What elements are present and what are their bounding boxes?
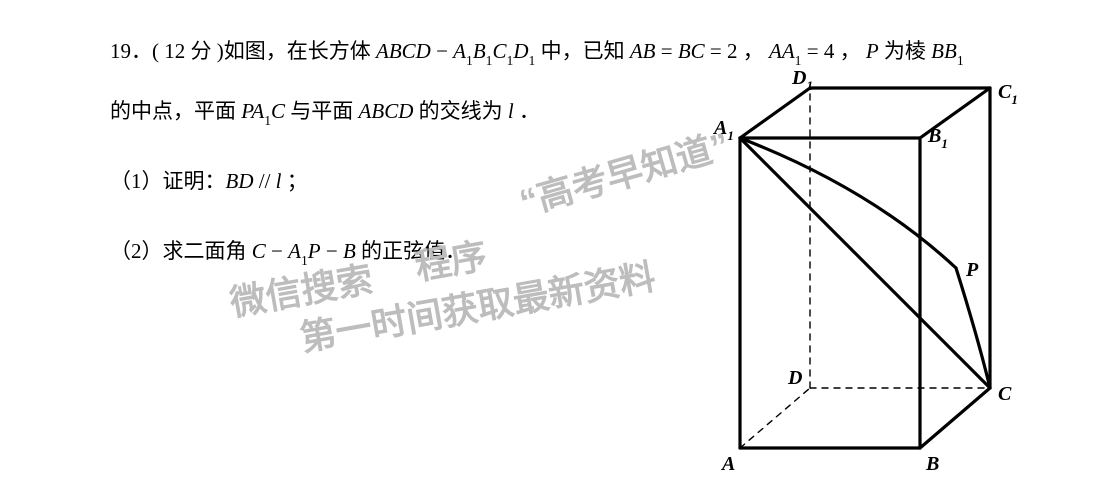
part2-label: （2）求二面角 [110,239,252,263]
eq-sign-1: = [655,39,677,63]
parallel-symbol: // [254,169,276,193]
plane1-A: A [251,99,264,123]
svg-text:D: D [787,367,802,389]
svg-text:B1: B1 [927,125,948,151]
svg-text:C1: C1 [998,81,1018,107]
sub-bb1: 1 [957,53,964,68]
problem-part-2: （2）求二面角 C − A1P − B 的正弦值． [110,238,466,268]
line2-text-c: 的交线为 [413,99,508,123]
svg-text:A: A [720,453,735,475]
part1-end: ； [282,169,308,193]
line1-text-b: 中，已知 [535,39,630,63]
cuboid-D1: D [513,39,528,63]
points-open: ．( [131,39,164,63]
comma-2: ， [834,39,866,63]
line1-text-d: 为棱 [879,39,932,63]
dash-1: − [431,39,453,63]
cuboid-figure: ABCDA1B1C1D1P [690,78,1050,488]
line2-text-a: 的中点，平面 [110,99,241,123]
part2-P: P [308,239,321,263]
svg-text:D1: D1 [791,67,813,93]
svg-text:P: P [965,259,979,281]
eq2-val: 4 [824,39,835,63]
svg-text:B: B [925,453,939,475]
part1-BD: BD [226,169,254,193]
eq-sign-2: = [705,39,727,63]
svg-text:A1: A1 [712,117,734,143]
edge-BB: BB [931,39,957,63]
cuboid-abcd: ABCD [376,39,431,63]
eq1-lhs: AB [630,39,656,63]
part2-A: A [288,239,301,263]
cuboid-A1: A [453,39,466,63]
line2-end: ． [514,99,540,123]
part2-end: 的正弦值． [356,239,466,263]
cuboid-C1: C [492,39,506,63]
points-label: 分 ) [185,39,224,63]
svg-text:C: C [998,383,1012,405]
points-value: 12 [164,39,185,63]
part2-C: C [252,239,266,263]
part2-A-sub: 1 [301,253,308,268]
problem-part-1: （1）证明：BD // l ； [110,168,308,195]
sub-aa1: 1 [795,53,802,68]
plane1-C: C [271,99,285,123]
cuboid-svg: ABCDA1B1C1D1P [690,78,1050,488]
plane1-A-sub: 1 [264,113,271,128]
dash-2: − [266,239,288,263]
line1-text-a: 如图，在长方体 [224,39,376,63]
eq-sign-3: = [802,39,824,63]
sub-1a: 1 [466,53,473,68]
sub-1b: 1 [486,53,493,68]
comma-1: ， [738,39,770,63]
dash-3: − [321,239,343,263]
problem-number: 19 [110,39,131,63]
eq1-val: 2 [727,39,738,63]
cuboid-B1: B [473,39,486,63]
plane2: ABCD [359,99,414,123]
part2-B: B [343,239,356,263]
sub-1d: 1 [529,53,536,68]
sub-1c: 1 [507,53,514,68]
point-P: P [866,39,879,63]
part1-label: （1）证明： [110,169,226,193]
line2-text-b: 与平面 [285,99,359,123]
problem-line-1: 19．( 12 分 )如图，在长方体 ABCD − A1B1C1D1 中，已知 … [110,38,964,68]
eq2-lhs: AA [769,39,795,63]
plane1-P: P [241,99,251,123]
problem-line-2: 的中点，平面 PA1C 与平面 ABCD 的交线为 l ． [110,98,540,128]
eq1-mid: BC [678,39,705,63]
